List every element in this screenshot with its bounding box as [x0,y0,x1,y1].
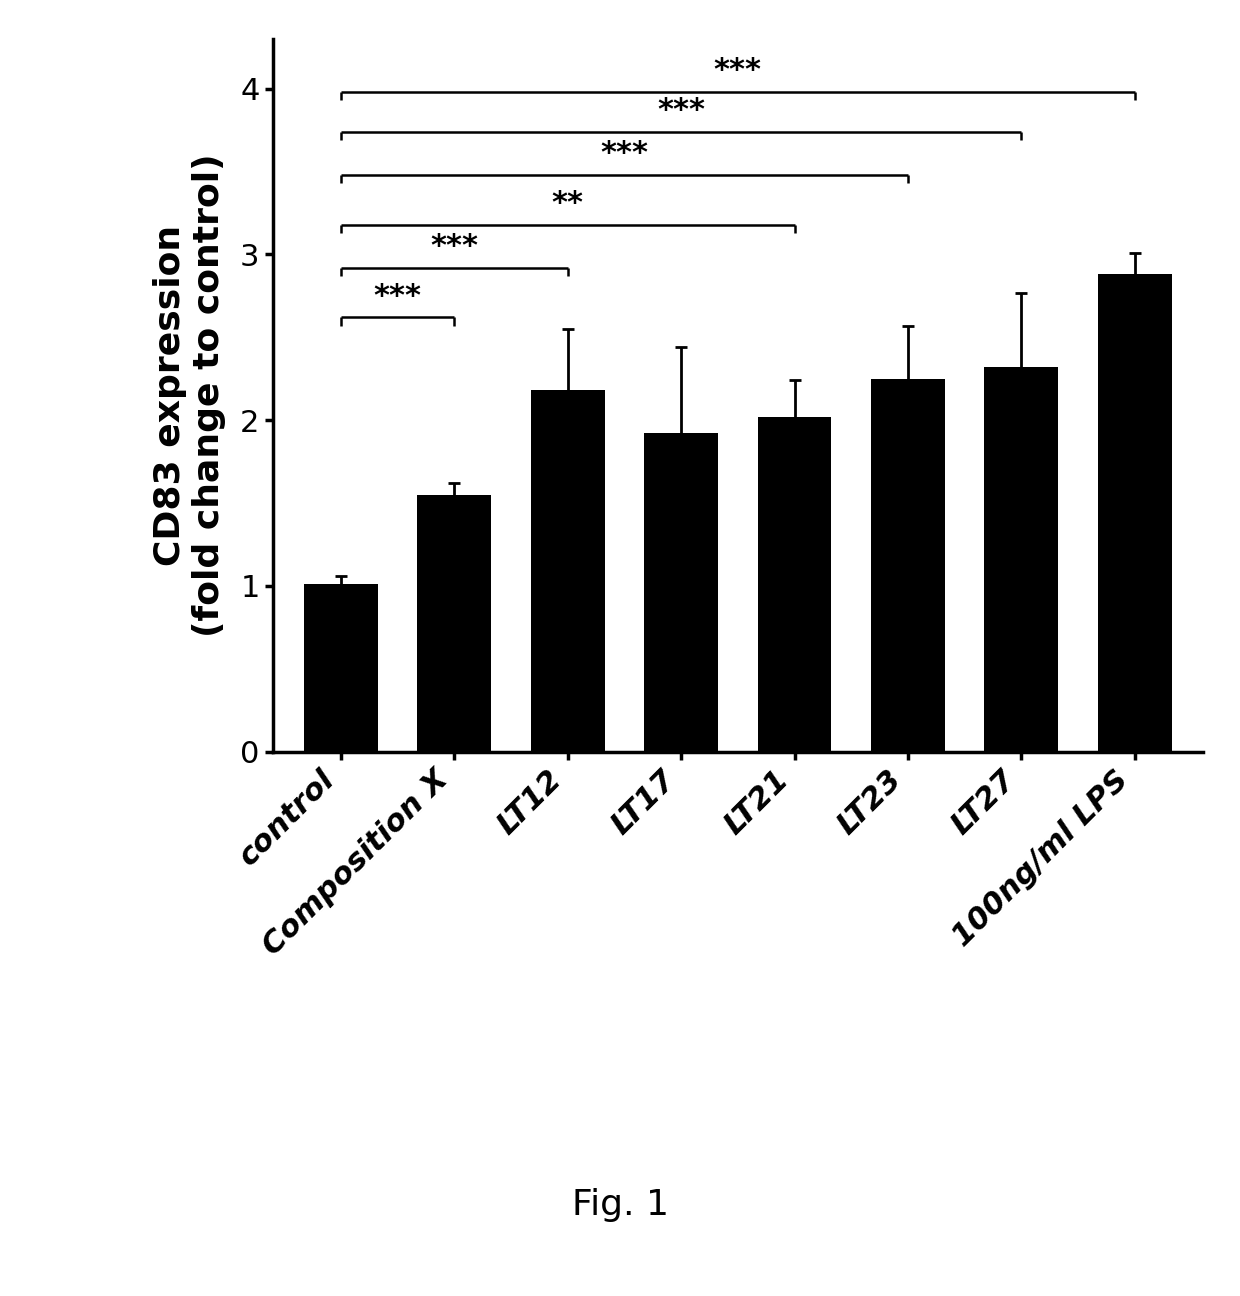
Bar [985,367,1058,752]
Y-axis label: CD83 expression
(fold change to control): CD83 expression (fold change to control) [153,153,226,638]
Text: **: ** [552,189,584,218]
Bar [1097,275,1172,752]
Bar [531,390,605,752]
Text: ***: *** [430,232,479,260]
Bar [870,378,945,752]
Bar [304,584,378,752]
Bar [418,495,491,752]
Text: ***: *** [373,281,422,311]
Text: ***: *** [600,139,649,168]
Text: ***: *** [714,56,761,86]
Text: Fig. 1: Fig. 1 [572,1188,668,1222]
Text: ***: *** [657,96,706,126]
Bar [645,433,718,752]
Bar [758,417,831,752]
